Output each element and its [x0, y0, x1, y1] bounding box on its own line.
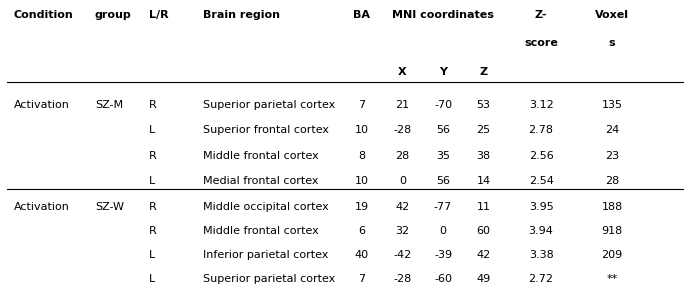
Text: 10: 10	[355, 125, 369, 135]
Text: 2.78: 2.78	[529, 125, 553, 135]
Text: Inferior parietal cortex: Inferior parietal cortex	[203, 250, 328, 260]
Text: Voxel: Voxel	[595, 10, 629, 20]
Text: Superior parietal cortex: Superior parietal cortex	[203, 99, 335, 110]
Text: R: R	[149, 99, 157, 110]
Text: 2.56: 2.56	[529, 151, 553, 161]
Text: 21: 21	[395, 99, 410, 110]
Text: 7: 7	[358, 274, 366, 284]
Text: 135: 135	[602, 99, 622, 110]
Text: R: R	[149, 151, 157, 161]
Text: 6: 6	[358, 226, 366, 236]
Text: 0: 0	[440, 226, 446, 236]
Text: R: R	[149, 202, 157, 212]
Text: 60: 60	[477, 226, 491, 236]
Text: -28: -28	[393, 125, 412, 135]
Text: Middle frontal cortex: Middle frontal cortex	[203, 226, 319, 236]
Text: MNI coordinates: MNI coordinates	[392, 10, 494, 20]
Text: 23: 23	[605, 151, 619, 161]
Text: SZ-M: SZ-M	[95, 99, 123, 110]
Text: 2.54: 2.54	[529, 176, 553, 186]
Text: 188: 188	[602, 202, 622, 212]
Text: Superior frontal cortex: Superior frontal cortex	[203, 125, 329, 135]
Text: R: R	[149, 226, 157, 236]
Text: 3.94: 3.94	[529, 226, 553, 236]
Text: -39: -39	[434, 250, 452, 260]
Text: -70: -70	[434, 99, 452, 110]
Text: Condition: Condition	[14, 10, 73, 20]
Text: Activation: Activation	[14, 99, 70, 110]
Text: 28: 28	[395, 151, 410, 161]
Text: Y: Y	[439, 67, 447, 77]
Text: 3.38: 3.38	[529, 250, 553, 260]
Text: 42: 42	[477, 250, 491, 260]
Text: L: L	[149, 176, 155, 186]
Text: 49: 49	[477, 274, 491, 284]
Text: Brain region: Brain region	[203, 10, 280, 20]
Text: 3.12: 3.12	[529, 99, 553, 110]
Text: score: score	[524, 38, 558, 48]
Text: 7: 7	[358, 99, 366, 110]
Text: -28: -28	[393, 274, 412, 284]
Text: 24: 24	[605, 125, 619, 135]
Text: group: group	[95, 10, 132, 20]
Text: 25: 25	[477, 125, 491, 135]
Text: 3.95: 3.95	[529, 202, 553, 212]
Text: 40: 40	[355, 250, 369, 260]
Text: -42: -42	[393, 250, 412, 260]
Text: Middle occipital cortex: Middle occipital cortex	[203, 202, 328, 212]
Text: 0: 0	[399, 176, 406, 186]
Text: 918: 918	[602, 226, 622, 236]
Text: L: L	[149, 250, 155, 260]
Text: 38: 38	[477, 151, 491, 161]
Text: 56: 56	[436, 125, 450, 135]
Text: 53: 53	[477, 99, 491, 110]
Text: 19: 19	[355, 202, 369, 212]
Text: s: s	[609, 38, 615, 48]
Text: 56: 56	[436, 176, 450, 186]
Text: L/R: L/R	[149, 10, 168, 20]
Text: 35: 35	[436, 151, 450, 161]
Text: 10: 10	[355, 176, 369, 186]
Text: **: **	[607, 274, 618, 284]
Text: Activation: Activation	[14, 202, 70, 212]
Text: BA: BA	[353, 10, 371, 20]
Text: 209: 209	[602, 250, 622, 260]
Text: 8: 8	[358, 151, 366, 161]
Text: 14: 14	[477, 176, 491, 186]
Text: Z-: Z-	[535, 10, 547, 20]
Text: 28: 28	[605, 176, 619, 186]
Text: 42: 42	[395, 202, 410, 212]
Text: L: L	[149, 274, 155, 284]
Text: 2.72: 2.72	[529, 274, 553, 284]
Text: Medial frontal cortex: Medial frontal cortex	[203, 176, 319, 186]
Text: X: X	[398, 67, 407, 77]
Text: -77: -77	[434, 202, 452, 212]
Text: SZ-W: SZ-W	[95, 202, 124, 212]
Text: Z: Z	[480, 67, 488, 77]
Text: L: L	[149, 125, 155, 135]
Text: -60: -60	[434, 274, 452, 284]
Text: Superior parietal cortex: Superior parietal cortex	[203, 274, 335, 284]
Text: 32: 32	[395, 226, 410, 236]
Text: Middle frontal cortex: Middle frontal cortex	[203, 151, 319, 161]
Text: 11: 11	[477, 202, 491, 212]
